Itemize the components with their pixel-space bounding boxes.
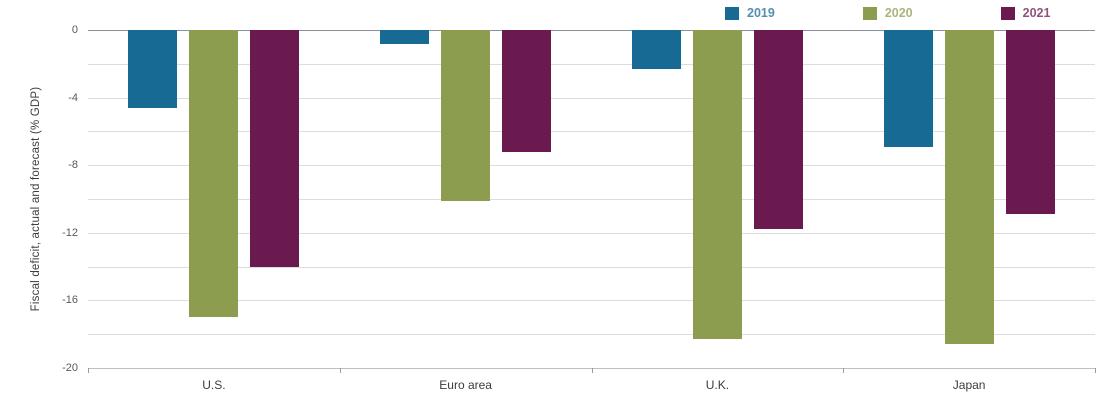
bar-2020-u-k- <box>692 30 742 340</box>
zero-line <box>88 30 1095 31</box>
x-category-label: Euro area <box>439 378 492 392</box>
bar-2020-euro-area <box>441 30 491 201</box>
gridline <box>88 232 1095 234</box>
legend-swatch-2021 <box>1000 6 1015 20</box>
legend-swatch-2019 <box>725 6 739 20</box>
legend-item-2020: 2020 <box>862 6 913 20</box>
bar-2019-u-k- <box>631 30 681 69</box>
legend-label-2020: 2020 <box>884 6 913 20</box>
gridline <box>88 266 1095 268</box>
legend-label-2019: 2019 <box>747 6 775 20</box>
bar-2019-euro-area <box>380 30 430 44</box>
bar-2020-u-s- <box>189 30 239 318</box>
legend: 2019 2020 2021 <box>725 6 1050 20</box>
x-category-label: U.S. <box>202 378 226 392</box>
legend-swatch-2020 <box>862 6 877 20</box>
x-axis-tick <box>88 368 89 373</box>
gridline <box>88 97 1095 99</box>
legend-label-2021: 2021 <box>1022 6 1051 20</box>
x-axis-tick <box>843 368 845 373</box>
gridline <box>88 63 1095 65</box>
x-category-label: Japan <box>952 378 986 392</box>
bar-2021-u-k- <box>753 30 803 230</box>
x-category-label: U.K. <box>705 378 730 392</box>
y-tick-label: -4 <box>68 91 78 104</box>
legend-item-2021: 2021 <box>1000 6 1051 20</box>
x-axis-tick <box>591 368 593 373</box>
bar-2019-u-s- <box>128 30 178 108</box>
gridline <box>88 165 1095 167</box>
gridline <box>88 199 1095 200</box>
x-axis-tick <box>1095 368 1096 373</box>
bar-2019-japan <box>883 30 933 147</box>
bar-2021-japan <box>1005 30 1055 215</box>
bar-2020-japan <box>944 30 994 345</box>
y-tick-label: -8 <box>68 159 78 172</box>
gridline <box>88 300 1095 302</box>
y-tick-label: -16 <box>62 294 78 307</box>
y-axis-title: Fiscal deficit, actual and forecast (% G… <box>30 86 42 312</box>
bar-2021-euro-area <box>502 30 552 152</box>
y-tick-label: -20 <box>62 362 78 374</box>
y-tick-label: -12 <box>62 226 78 239</box>
gridline <box>88 334 1095 336</box>
gridline <box>88 131 1095 133</box>
legend-item-2019: 2019 <box>725 6 775 20</box>
bar-2021-u-s- <box>250 30 300 267</box>
y-tick-label: 0 <box>71 24 78 36</box>
x-axis-tick <box>339 368 341 373</box>
